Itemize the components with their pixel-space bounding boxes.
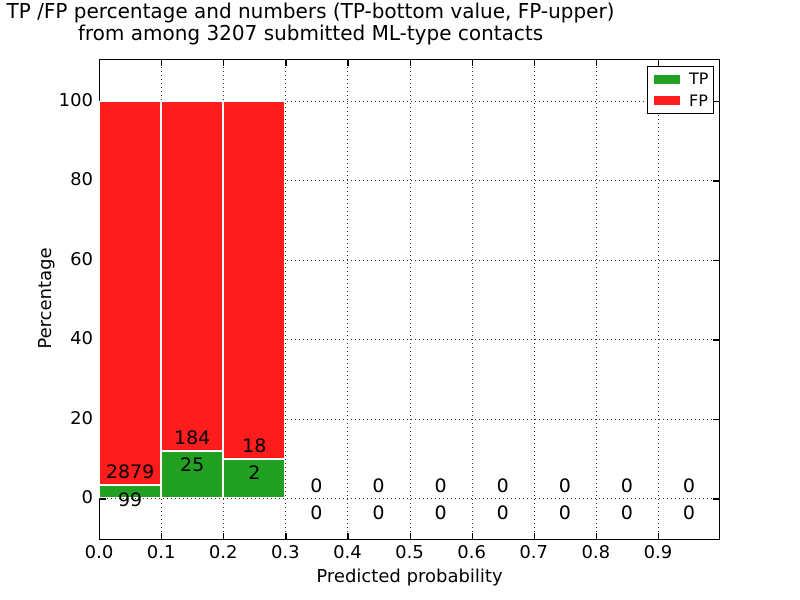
annotation-fp-count: 0: [372, 474, 385, 497]
chart-title-line2: from among 3207 submitted ML-type contac…: [77, 21, 544, 45]
x-tick-label: 0.4: [333, 542, 362, 563]
gridline-horizontal: [99, 180, 720, 182]
y-tick-label: 100: [58, 89, 93, 111]
x-tick-mark: [99, 533, 101, 539]
x-tick-mark: [347, 533, 349, 539]
x-tick-mark-top: [99, 60, 101, 66]
annotation-fp-count: 184: [174, 426, 211, 449]
y-tick-mark-right: [713, 418, 719, 421]
x-tick-mark: [409, 533, 411, 539]
bar-segment-fp: [161, 100, 224, 451]
legend-label-fp: FP: [689, 90, 708, 110]
x-tick-mark: [285, 533, 287, 539]
annotation-fp-count: 0: [496, 474, 509, 497]
x-axis-label: Predicted probability: [316, 566, 503, 587]
chart-title-line1: TP /FP percentage and numbers (TP-bottom…: [6, 0, 615, 23]
annotation-tp-count: 0: [682, 501, 695, 524]
bar-segment-tp: [99, 485, 162, 499]
y-tick-label: 20: [70, 407, 93, 429]
legend-swatch-tp: [654, 74, 680, 84]
gridline-vertical: [471, 59, 473, 540]
annotation-tp-count: 0: [372, 501, 385, 524]
x-tick-label: 0.0: [84, 542, 114, 563]
annotation-tp-count: 0: [620, 501, 633, 524]
gridline-horizontal: [99, 418, 720, 420]
gridline-vertical: [285, 59, 287, 540]
x-tick-label: 0.3: [270, 542, 300, 563]
annotation-tp-count: 0: [434, 501, 447, 524]
bar-segment-fp: [223, 100, 286, 459]
y-axis-label: Percentage: [35, 247, 56, 349]
legend-entry-fp: FP: [648, 90, 713, 110]
x-tick-mark-top: [409, 60, 411, 66]
y-tick-mark-right: [713, 259, 719, 262]
legend: TP FP: [647, 66, 714, 114]
x-tick-mark: [657, 533, 660, 539]
annotation-tp-count: 0: [310, 501, 323, 524]
chart-title: TP /FP percentage and numbers (TP-bottom…: [0, 0, 621, 44]
annotation-tp-count: 0: [558, 501, 571, 524]
y-tick-label: 0: [81, 487, 93, 509]
y-tick-mark-right: [713, 100, 719, 103]
x-tick-mark: [595, 533, 598, 539]
gridline-vertical: [347, 59, 349, 540]
gridline-horizontal: [99, 100, 720, 102]
y-tick-mark-right: [713, 180, 719, 182]
gridline-horizontal: [99, 498, 720, 500]
y-tick-label: 60: [70, 248, 93, 270]
gridline-vertical: [533, 59, 535, 540]
y-tick-mark-right: [713, 498, 719, 500]
x-tick-mark-top: [161, 60, 163, 66]
x-tick-label: 0.5: [395, 542, 424, 563]
annotation-tp-count: 25: [180, 454, 205, 477]
x-tick-label: 0.9: [643, 542, 673, 563]
y-tick-mark-right: [713, 339, 719, 341]
x-tick-label: 0.2: [208, 542, 238, 563]
gridline-horizontal: [99, 339, 720, 341]
x-tick-label: 0.7: [519, 542, 548, 563]
annotation-fp-count: 2879: [105, 461, 155, 484]
x-tick-mark: [471, 533, 473, 539]
legend-swatch-fp: [654, 96, 680, 106]
x-tick-mark-top: [285, 60, 287, 66]
gridline-vertical: [409, 59, 411, 540]
x-tick-mark-top: [471, 60, 473, 66]
x-tick-label: 0.1: [146, 542, 176, 563]
annotation-fp-count: 0: [620, 474, 633, 497]
annotation-tp-count: 2: [248, 462, 261, 485]
y-tick-label: 40: [70, 328, 93, 350]
annotation-fp-count: 18: [242, 434, 267, 457]
annotation-tp-count: 99: [117, 488, 143, 511]
x-tick-mark: [533, 533, 535, 539]
x-tick-mark-top: [533, 60, 535, 66]
x-tick-mark: [161, 533, 163, 539]
bar-segment-tp: [161, 450, 224, 499]
gridline-vertical: [657, 59, 659, 540]
annotation-fp-count: 0: [558, 474, 571, 497]
bar-segment-fp: [99, 100, 162, 486]
legend-entry-tp: TP: [648, 70, 713, 88]
y-tick-label: 80: [70, 169, 93, 191]
gridline-vertical: [595, 59, 597, 540]
x-tick-mark-top: [595, 60, 598, 66]
x-tick-label: 0.6: [457, 542, 486, 563]
x-tick-mark: [223, 533, 225, 539]
x-tick-mark-top: [347, 60, 349, 66]
y-tick-mark: [100, 498, 106, 500]
annotation-fp-count: 0: [310, 474, 323, 497]
x-tick-mark-top: [657, 60, 660, 66]
x-tick-mark-top: [223, 60, 225, 66]
legend-label-tp: TP: [689, 69, 709, 89]
annotation-tp-count: 0: [496, 501, 509, 524]
annotation-fp-count: 0: [434, 474, 447, 497]
bar-segment-tp: [223, 458, 286, 499]
gridline-horizontal: [99, 259, 720, 261]
annotation-fp-count: 0: [682, 474, 695, 497]
x-tick-label: 0.8: [581, 542, 611, 563]
